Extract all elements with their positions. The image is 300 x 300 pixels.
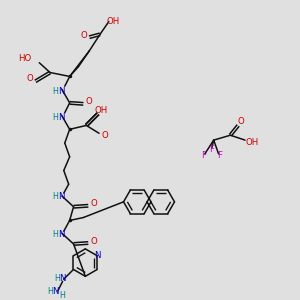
Text: N: N — [58, 113, 65, 122]
Text: O: O — [238, 117, 244, 126]
Text: N: N — [58, 87, 65, 96]
Text: N: N — [58, 193, 65, 202]
Text: F: F — [217, 151, 222, 160]
Text: H: H — [52, 230, 58, 239]
Text: O: O — [86, 98, 93, 106]
Text: F: F — [201, 151, 206, 160]
Text: O: O — [91, 199, 98, 208]
Text: H: H — [52, 193, 58, 202]
Text: OH: OH — [106, 17, 119, 26]
Text: H: H — [60, 291, 66, 300]
Text: N: N — [94, 251, 101, 260]
Text: OH: OH — [245, 138, 259, 147]
Text: O: O — [102, 131, 108, 140]
Text: N: N — [59, 274, 66, 283]
Text: H: H — [54, 274, 60, 283]
Text: H: H — [47, 286, 53, 296]
Text: OH: OH — [94, 106, 108, 115]
Text: H: H — [52, 87, 58, 96]
Text: F: F — [209, 146, 214, 154]
Text: N: N — [52, 286, 59, 296]
Text: O: O — [91, 236, 98, 245]
Text: N: N — [58, 230, 65, 239]
Text: O: O — [81, 31, 88, 40]
Text: HO: HO — [18, 54, 32, 63]
Text: O: O — [26, 74, 33, 83]
Text: H: H — [52, 113, 58, 122]
